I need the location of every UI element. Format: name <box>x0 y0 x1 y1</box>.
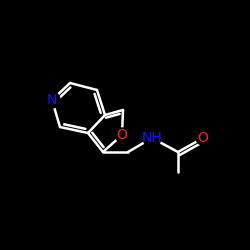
Circle shape <box>196 131 210 145</box>
Circle shape <box>115 128 129 142</box>
Text: N: N <box>47 93 57 107</box>
Text: O: O <box>116 128 128 142</box>
Text: NH: NH <box>142 131 163 145</box>
Circle shape <box>143 129 161 147</box>
Circle shape <box>44 92 60 108</box>
Text: O: O <box>198 131 208 145</box>
